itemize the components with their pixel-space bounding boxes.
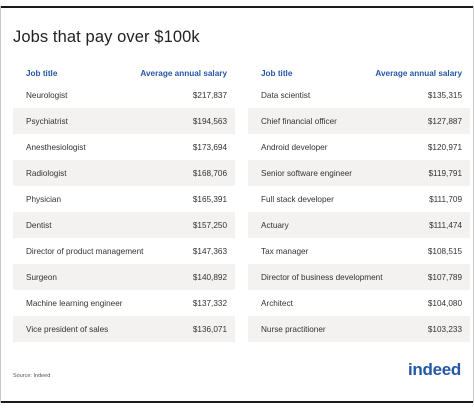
job-title-cell: Data scientist (261, 90, 311, 100)
table-row: Physician $165,391 (13, 186, 235, 212)
salary-header: Average annual salary (140, 68, 227, 78)
salary-cell: $165,391 (192, 194, 227, 204)
table-row: Chief financial officer $127,887 (248, 108, 470, 134)
salary-cell: $111,474 (429, 220, 462, 230)
table-row: Director of business development $107,789 (248, 264, 470, 290)
table-row: Surgeon $140,892 (13, 264, 235, 290)
table-row: Architect $104,080 (248, 290, 470, 316)
job-title-header: Job title (261, 68, 293, 78)
job-title-cell: Anesthesiologist (26, 142, 86, 152)
top-border (0, 6, 474, 8)
salary-cell: $140,892 (192, 272, 227, 282)
salary-cell: $173,694 (192, 142, 227, 152)
job-title-cell: Vice president of sales (26, 324, 109, 334)
table-row: Actuary $111,474 (248, 212, 470, 238)
table-row: Android developer $120,971 (248, 134, 470, 160)
table-row: Nurse practitioner $103,233 (248, 316, 470, 342)
salary-cell: $107,789 (427, 272, 462, 282)
table-row: Director of product management $147,363 (13, 238, 235, 264)
job-title-cell: Physician (26, 194, 62, 204)
salary-cell: $194,563 (192, 116, 227, 126)
job-title-cell: Tax manager (261, 246, 309, 256)
salary-cell: $157,250 (192, 220, 227, 230)
table-row: Full stack developer $111,709 (248, 186, 470, 212)
salary-cell: $120,971 (427, 142, 462, 152)
salary-cell: $127,887 (427, 116, 462, 126)
table-row: Neurologist $217,837 (13, 82, 235, 108)
salary-cell: $119,791 (428, 168, 462, 178)
salary-cell: $108,515 (427, 246, 462, 256)
table-row: Radiologist $168,706 (13, 160, 235, 186)
table-row: Data scientist $135,315 (248, 82, 470, 108)
job-title-cell: Director of business development (261, 272, 383, 282)
salary-cell: $103,233 (427, 324, 462, 334)
salary-table-right: Job title Average annual salary Data sci… (248, 64, 470, 342)
table-row: Psychiatrist $194,563 (13, 108, 235, 134)
job-title-cell: Actuary (261, 220, 289, 230)
table-row: Machine learning engineer $137,332 (13, 290, 235, 316)
job-title-cell: Machine learning engineer (26, 298, 123, 308)
salary-cell: $137,332 (192, 298, 227, 308)
job-title-cell: Nurse practitioner (261, 324, 326, 334)
left-border (0, 6, 1, 403)
table-row: Senior software engineer $119,791 (248, 160, 470, 186)
job-title-cell: Neurologist (26, 90, 68, 100)
job-title-cell: Chief financial officer (261, 116, 337, 126)
indeed-logo: indeed (408, 360, 461, 379)
table-body-right: Data scientist $135,315 Chief financial of… (248, 82, 470, 342)
salary-cell: $104,080 (427, 298, 462, 308)
bottom-border (0, 401, 474, 403)
salary-cell: $136,071 (192, 324, 227, 334)
job-title-cell: Radiologist (26, 168, 67, 178)
job-title-cell: Full stack developer (261, 194, 334, 204)
source-note: Source: Indeed (13, 373, 51, 379)
table-header: Job title Average annual salary (13, 64, 235, 82)
table-row: Vice president of sales $136,071 (13, 316, 235, 342)
job-title-cell: Senior software engineer (261, 168, 353, 178)
table-body-left: Neurologist $217,837 Psychiatrist $194,563 A… (13, 82, 235, 342)
salary-header: Average annual salary (375, 68, 462, 78)
page-title: Jobs that pay over $100k (13, 28, 200, 46)
job-title-cell: Psychiatrist (26, 116, 68, 126)
table-header: Job title Average annual salary (248, 64, 470, 82)
salary-table-left: Job title Average annual salary Neurolog… (13, 64, 235, 342)
salary-cell: $111,709 (429, 194, 462, 204)
table-row: Anesthesiologist $173,694 (13, 134, 235, 160)
job-title-cell: Android developer (261, 142, 328, 152)
salary-cell: $135,315 (427, 90, 462, 100)
table-row: Tax manager $108,515 (248, 238, 470, 264)
job-title-cell: Dentist (26, 220, 52, 230)
table-row: Dentist $157,250 (13, 212, 235, 238)
salary-cell: $217,837 (192, 90, 227, 100)
job-title-cell: Surgeon (26, 272, 57, 282)
salary-cell: $147,363 (192, 246, 227, 256)
job-title-cell: Director of product management (26, 246, 144, 256)
job-title-cell: Architect (261, 298, 293, 308)
job-title-header: Job title (26, 68, 58, 78)
salary-cell: $168,706 (192, 168, 227, 178)
